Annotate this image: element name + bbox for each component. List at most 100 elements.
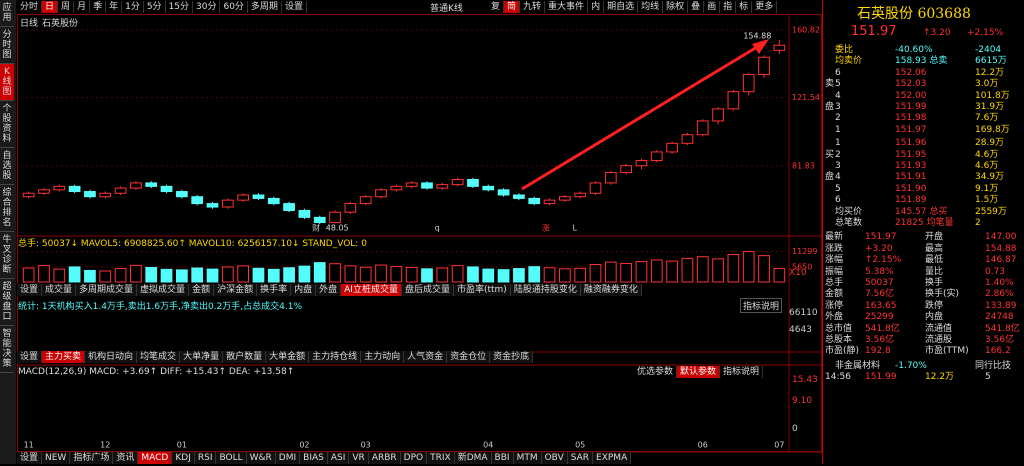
tab[interactable]: 指标说明 xyxy=(720,366,764,378)
tab[interactable]: 主力买卖 xyxy=(42,351,86,363)
quote-row: 4 152.00 101.8万 xyxy=(825,91,1023,102)
tab[interactable]: 标 xyxy=(736,1,753,13)
tab[interactable]: 内 xyxy=(588,1,605,13)
tab[interactable]: 市盈率(ttm) xyxy=(454,284,511,296)
tab[interactable]: 周 xyxy=(58,1,75,13)
left-tab[interactable]: K线图 xyxy=(0,64,14,101)
left-tab[interactable]: 分时图 xyxy=(0,27,14,64)
tab[interactable]: MTM xyxy=(514,452,542,464)
tab[interactable]: 人气资金 xyxy=(404,351,448,363)
tab[interactable]: 资金仓位 xyxy=(447,351,491,363)
tab[interactable]: 主力持仓线 xyxy=(309,351,362,363)
tab[interactable]: 成交量 xyxy=(42,284,77,296)
left-tab[interactable]: 应用 xyxy=(0,0,14,27)
tab[interactable]: 大单净量 xyxy=(180,351,224,363)
tab[interactable]: 新DMA xyxy=(455,452,492,464)
tab[interactable]: 日 xyxy=(42,1,59,13)
tab[interactable]: 季 xyxy=(90,1,107,13)
candle-body xyxy=(681,134,694,144)
left-tab[interactable]: 超级盘口 xyxy=(0,279,14,326)
tab[interactable]: 金额 xyxy=(189,284,215,296)
cell: -2404 xyxy=(975,45,1002,55)
tab[interactable]: 外盘 xyxy=(316,284,342,296)
tab[interactable]: 机构日动向 xyxy=(85,351,138,363)
tab[interactable]: BBI xyxy=(492,452,514,464)
tab[interactable]: 资金抄底 xyxy=(490,351,534,363)
tab[interactable]: 简 xyxy=(504,1,521,13)
tab[interactable]: 优选参数 xyxy=(634,366,678,378)
quote-row: 卖 5 152.03 3.0万 xyxy=(825,79,1023,90)
tab[interactable]: 5分 xyxy=(144,1,166,13)
tab[interactable]: ASI xyxy=(328,452,350,464)
tab[interactable]: 叠 xyxy=(688,1,705,13)
tab[interactable]: 除权 xyxy=(663,1,689,13)
tab[interactable]: NEW xyxy=(42,452,71,464)
tab[interactable]: 盘后成交量 xyxy=(402,284,454,296)
tab[interactable]: 年 xyxy=(106,1,123,13)
tab[interactable]: ARBR xyxy=(369,452,401,464)
axis: 4643 xyxy=(789,325,812,335)
tab[interactable]: 画 xyxy=(704,1,721,13)
tab[interactable]: 默认参数 xyxy=(677,366,721,378)
tab[interactable]: 主力动向 xyxy=(361,351,405,363)
tab[interactable]: 60分 xyxy=(220,1,248,13)
volume-bar xyxy=(84,269,96,283)
tab[interactable]: 分时 xyxy=(17,1,43,13)
tab[interactable]: 更多 xyxy=(752,1,778,13)
tab[interactable]: W&R xyxy=(247,452,276,464)
tab[interactable]: DMI xyxy=(276,452,301,464)
tab[interactable]: 多周期 xyxy=(248,1,282,13)
tab[interactable]: 九转 xyxy=(520,1,546,13)
tab[interactable]: KDJ xyxy=(172,452,195,464)
tab[interactable]: 月 xyxy=(74,1,91,13)
tab[interactable]: RSI xyxy=(195,452,217,464)
kline-type[interactable]: 普通K线 xyxy=(430,4,463,14)
tab[interactable]: 虚拟成交量 xyxy=(137,284,190,296)
tab[interactable]: 均笔成交 xyxy=(137,351,181,363)
tab[interactable]: 15分 xyxy=(166,1,194,13)
left-tab[interactable]: 智能决策 xyxy=(0,326,14,373)
tab[interactable]: BOLL xyxy=(216,452,247,464)
cell: 4.6万 xyxy=(975,161,999,171)
tab[interactable]: 均线 xyxy=(638,1,664,13)
tab[interactable]: 重大事件 xyxy=(545,1,589,13)
tab[interactable]: 期自选 xyxy=(604,1,639,13)
left-tab[interactable]: 牛叉诊断 xyxy=(0,232,14,279)
tab[interactable]: TRIX xyxy=(427,452,455,464)
volume-bar xyxy=(589,264,602,283)
tab[interactable]: OBV xyxy=(542,452,568,464)
tab[interactable]: 内盘 xyxy=(291,284,317,296)
tab[interactable]: 散户数量 xyxy=(223,351,267,363)
cell: 5 xyxy=(985,372,991,383)
tab[interactable]: 设置 xyxy=(17,452,43,464)
tab[interactable]: MACD xyxy=(138,452,173,464)
left-tab[interactable]: 综合排名 xyxy=(0,185,14,232)
quote-row: 外盘 25299 内盘 24748 xyxy=(825,312,1023,323)
tab[interactable]: BIAS xyxy=(300,452,328,464)
tab[interactable]: 复 xyxy=(488,1,505,13)
tab[interactable]: 陆股通持股变化 xyxy=(511,284,581,296)
volume-bar xyxy=(313,262,326,283)
left-tab[interactable]: 个股资料 xyxy=(0,101,14,148)
tab[interactable]: DPO xyxy=(401,452,428,464)
tab[interactable]: 设置 xyxy=(17,284,43,296)
tab[interactable]: 融资融券变化 xyxy=(581,284,642,296)
tab[interactable]: 设置 xyxy=(282,1,307,13)
tab[interactable]: 设置 xyxy=(17,351,43,363)
tab[interactable]: EXPMA xyxy=(593,452,632,464)
volume-bar xyxy=(38,265,50,283)
tab[interactable]: 1分 xyxy=(122,1,144,13)
help[interactable]: 指标说明 xyxy=(740,298,783,313)
tab[interactable]: VR xyxy=(349,452,369,464)
tab[interactable]: 资讯 xyxy=(113,452,139,464)
tab[interactable]: 沪深金额 xyxy=(214,284,258,296)
tab[interactable]: 指 xyxy=(720,1,737,13)
tab[interactable]: 换手率 xyxy=(257,284,292,296)
tab[interactable]: SAR xyxy=(568,452,594,464)
left-tab[interactable]: 自选股 xyxy=(0,148,14,185)
tab[interactable]: 30分 xyxy=(193,1,221,13)
tab[interactable]: 指标广场 xyxy=(70,452,114,464)
tab[interactable]: 多周期成交量 xyxy=(76,284,138,296)
tab[interactable]: 大单金额 xyxy=(266,351,310,363)
tab[interactable]: AI立桩成交量 xyxy=(341,284,402,296)
